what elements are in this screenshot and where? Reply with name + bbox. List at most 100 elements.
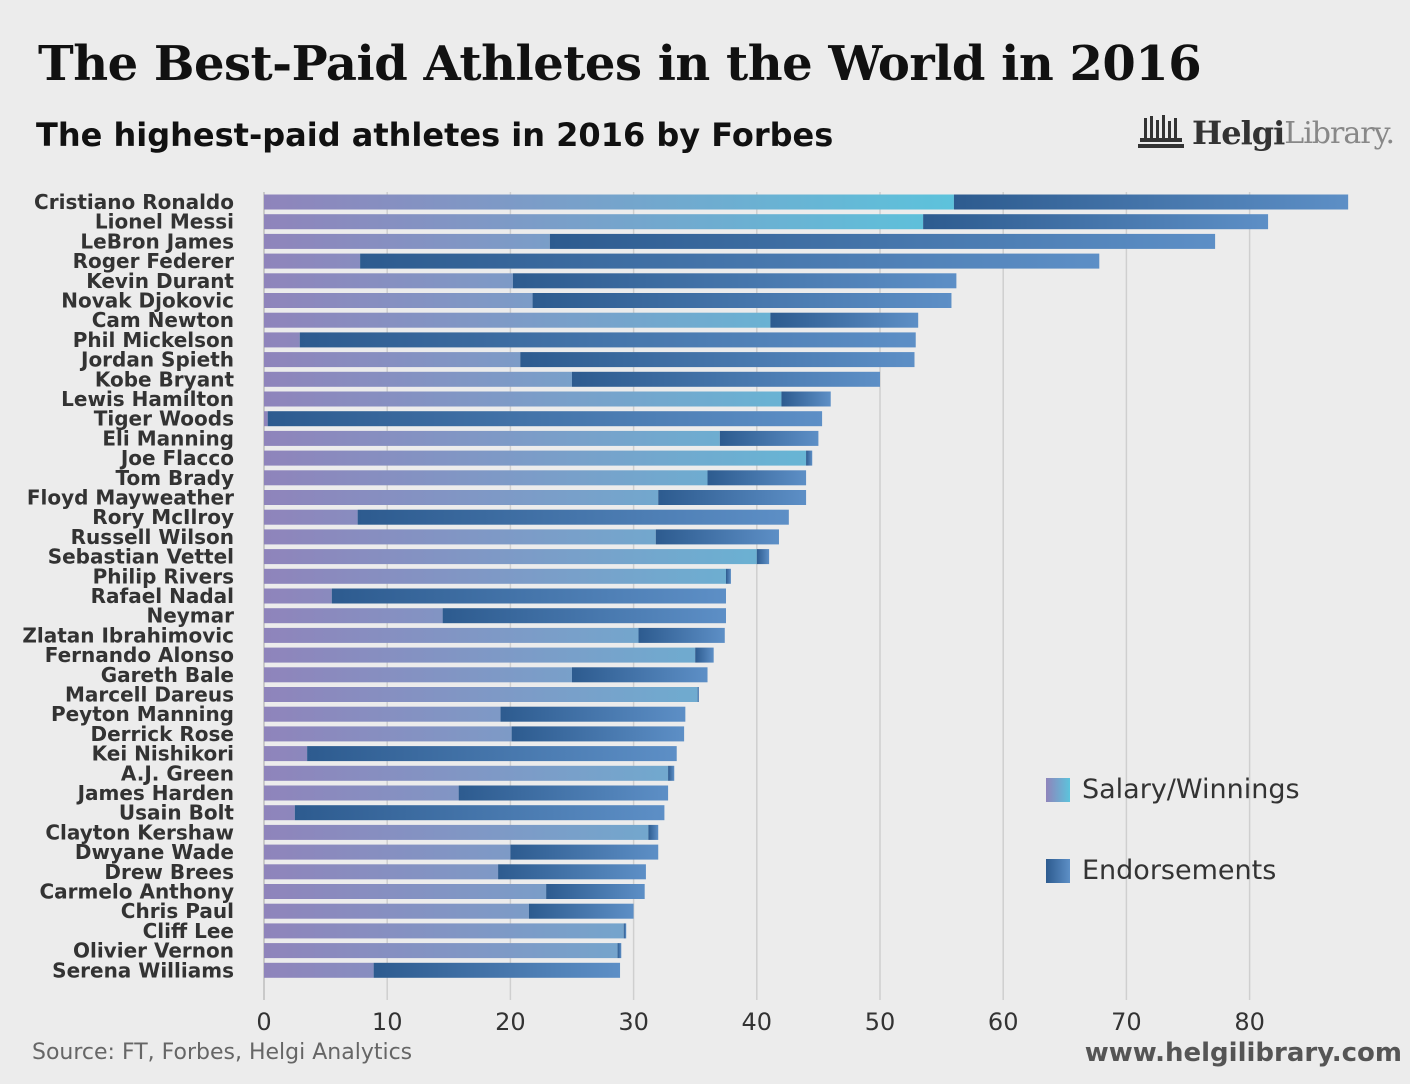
bar-endorsements [360, 253, 1100, 269]
bar-salary [264, 627, 639, 643]
bar-salary [264, 765, 669, 781]
bar-endorsements [458, 785, 669, 801]
category-label: Roger Federer [73, 249, 235, 273]
legend-label-endorsements: Endorsements [1082, 855, 1277, 886]
category-label: Cristiano Ronaldo [34, 190, 234, 214]
bar-endorsements [572, 667, 708, 683]
bar-salary [264, 864, 499, 880]
legend-item-salary: Salary/Winnings [1046, 774, 1300, 805]
category-label: Floyd Mayweather [27, 486, 234, 510]
logo-text-main: Helgi [1192, 114, 1285, 152]
bar-salary [264, 371, 572, 387]
bar-endorsements [510, 844, 659, 860]
x-tick-label: 60 [988, 1008, 1019, 1036]
bar-endorsements [638, 627, 725, 643]
category-label: Serena Williams [52, 958, 234, 982]
bar-endorsements [528, 903, 634, 919]
category-label: Gareth Bale [101, 663, 234, 687]
helgi-library-logo[interactable]: Helgi Library. [1138, 112, 1395, 154]
bar-salary [264, 529, 656, 545]
category-label: Jordan Spieth [79, 348, 234, 372]
category-label: Tom Brady [116, 466, 235, 490]
category-label: Philip Rivers [93, 564, 234, 588]
bar-endorsements [512, 273, 957, 289]
x-tick-label: 70 [1111, 1008, 1142, 1036]
category-label: Usain Bolt [119, 801, 235, 825]
bar-salary [264, 706, 501, 722]
bar-endorsements [617, 943, 622, 959]
category-label: Rafael Nadal [91, 584, 234, 608]
bar-endorsements [726, 568, 731, 584]
bar-salary [264, 312, 771, 328]
bar-salary [264, 273, 513, 289]
bar-salary [264, 746, 308, 762]
bar-salary [264, 332, 300, 348]
category-label: Peyton Manning [51, 702, 234, 726]
category-label: Derrick Rose [91, 722, 234, 746]
bar-endorsements [299, 332, 916, 348]
bar-salary [264, 233, 550, 249]
category-label: LeBron James [80, 229, 234, 253]
library-building-icon [1138, 115, 1184, 148]
category-label: Eli Manning [102, 426, 234, 450]
bar-endorsements [655, 529, 779, 545]
chart-subtitle: The highest-paid athletes in 2016 by For… [36, 116, 834, 154]
bar-endorsements [719, 430, 819, 446]
category-label: Zlatan Ibrahimovic [22, 623, 234, 647]
bar-salary [264, 490, 659, 505]
category-label: Cam Newton [92, 308, 234, 332]
bar-salary [264, 647, 696, 663]
bar-salary [264, 923, 624, 939]
bar-endorsements [623, 923, 627, 939]
bar-endorsements [498, 864, 646, 880]
category-label: Drew Brees [104, 860, 234, 884]
bar-salary [264, 509, 358, 525]
bar-salary [264, 962, 374, 978]
bar-endorsements [806, 450, 813, 466]
bar-salary [264, 568, 726, 584]
category-label: Marcell Dareus [65, 683, 234, 707]
bar-endorsements [357, 509, 789, 525]
x-axis-ticks: 0 10 20 30 40 50 60 70 80 [256, 1008, 1265, 1036]
endorsements-swatch [1046, 858, 1070, 883]
bar-endorsements [549, 233, 1216, 249]
category-label: Kevin Durant [86, 269, 234, 293]
category-label: James Harden [76, 781, 234, 805]
category-label: Novak Djokovic [61, 289, 234, 313]
category-label: Kobe Bryant [95, 367, 235, 391]
bar-salary [264, 785, 459, 801]
category-label: A.J. Green [121, 761, 234, 785]
x-tick-label: 50 [865, 1008, 896, 1036]
bar-salary [264, 253, 361, 269]
legend-item-endorsements: Endorsements [1046, 855, 1276, 886]
bar-endorsements [511, 726, 685, 742]
bar-endorsements [373, 962, 621, 978]
category-label: Tiger Woods [94, 407, 234, 431]
bar-endorsements [331, 588, 726, 604]
bar-endorsements [546, 884, 645, 899]
legend-label-salary: Salary/Winnings [1082, 774, 1300, 805]
bar-salary [264, 726, 512, 742]
bar-salary [264, 903, 529, 919]
source-note: Source: FT, Forbes, Helgi Analytics [32, 1040, 413, 1065]
bar-endorsements [781, 391, 831, 407]
bar-endorsements [658, 490, 807, 505]
bars [264, 194, 1349, 978]
category-label: Kei Nishikori [92, 742, 234, 766]
bar-endorsements [953, 194, 1349, 210]
category-label: Sebastian Vettel [48, 545, 234, 569]
bar-endorsements [668, 765, 675, 781]
category-label: Clayton Kershaw [45, 820, 234, 844]
website-link[interactable]: www.helgilibrary.com [1084, 1038, 1402, 1068]
bar-endorsements [267, 411, 823, 427]
category-label: Lionel Messi [95, 210, 234, 234]
x-tick-label: 40 [742, 1008, 773, 1036]
bar-salary [264, 824, 649, 840]
bar-endorsements [756, 549, 770, 565]
x-tick-label: 30 [618, 1008, 649, 1036]
bar-salary [264, 844, 511, 860]
category-label: Dwyane Wade [75, 840, 234, 864]
category-label: Olivier Vernon [73, 939, 234, 963]
